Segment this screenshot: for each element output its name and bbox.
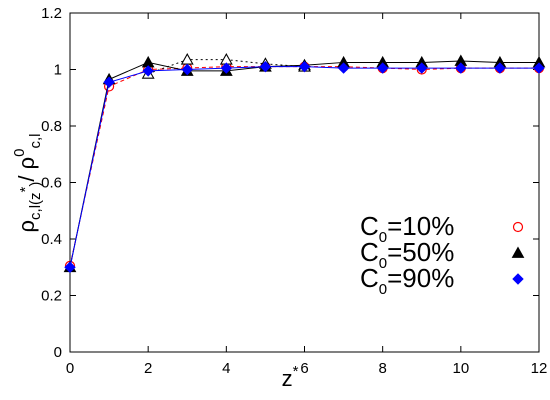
series-2	[64, 60, 545, 273]
x-tick-label: 10	[452, 360, 469, 377]
legend-label-c50: C0=50%	[360, 237, 454, 272]
legend-label-c10: C0=10%	[360, 211, 454, 246]
legend: C0=10% C0=50% C0=90%	[360, 211, 525, 298]
series-2-point	[181, 63, 193, 76]
x-tick-label: 12	[531, 360, 548, 377]
legend-marker-c50	[511, 246, 525, 258]
series-2-point	[103, 76, 115, 88]
series-1-open-point	[180, 52, 194, 65]
series-1-line	[69, 60, 539, 268]
series-2-point	[337, 62, 350, 74]
x-tick-labels: 0 2 4 6 8 10 12	[66, 360, 548, 377]
x-tick-label: 8	[378, 360, 386, 377]
series-2-point	[298, 60, 311, 73]
series-2-point	[64, 261, 76, 273]
legend-marker-symbol	[512, 273, 524, 285]
series-layer	[63, 52, 546, 273]
y-tick-label: 0.8	[41, 118, 62, 135]
x-tick-label: 2	[144, 360, 152, 377]
y-tick-label: 1	[54, 62, 62, 79]
series-2-point	[455, 62, 467, 74]
y-axis-label: ρc,l(z*)/ ρ0c,l	[11, 134, 44, 233]
y-tick-label: 0.2	[41, 288, 62, 305]
y-tick-label: 0.6	[41, 175, 62, 192]
y-tick-labels: 0 0.2 0.4 0.6 0.8 1 1.2	[41, 5, 62, 361]
series-2-point	[494, 62, 506, 74]
axis-ticks	[69, 12, 540, 353]
y-tick-label: 0.4	[41, 231, 62, 248]
series-2-point	[142, 65, 154, 77]
legend-marker-c90	[512, 273, 524, 285]
series-2-point	[220, 62, 233, 74]
series-0	[64, 61, 545, 271]
series-2-line	[69, 66, 539, 268]
legend-marker-symbol	[511, 246, 525, 258]
legend-label-c90: C0=90%	[360, 263, 454, 298]
x-tick-label: 4	[222, 360, 230, 377]
series-2-point	[376, 62, 389, 74]
legend-marker-c10	[512, 221, 524, 233]
y-tick-label: 1.2	[41, 5, 62, 22]
x-axis-label: z*	[282, 363, 299, 391]
legend-marker-symbol	[512, 221, 524, 233]
y-tick-label: 0	[54, 344, 62, 361]
series-1	[63, 52, 546, 273]
x-tick-label: 6	[300, 360, 308, 377]
series-2-point	[416, 62, 428, 74]
series-2-point	[533, 62, 545, 74]
series-0-line	[69, 66, 539, 266]
series-2-point	[259, 60, 272, 73]
x-tick-label: 0	[66, 360, 74, 377]
